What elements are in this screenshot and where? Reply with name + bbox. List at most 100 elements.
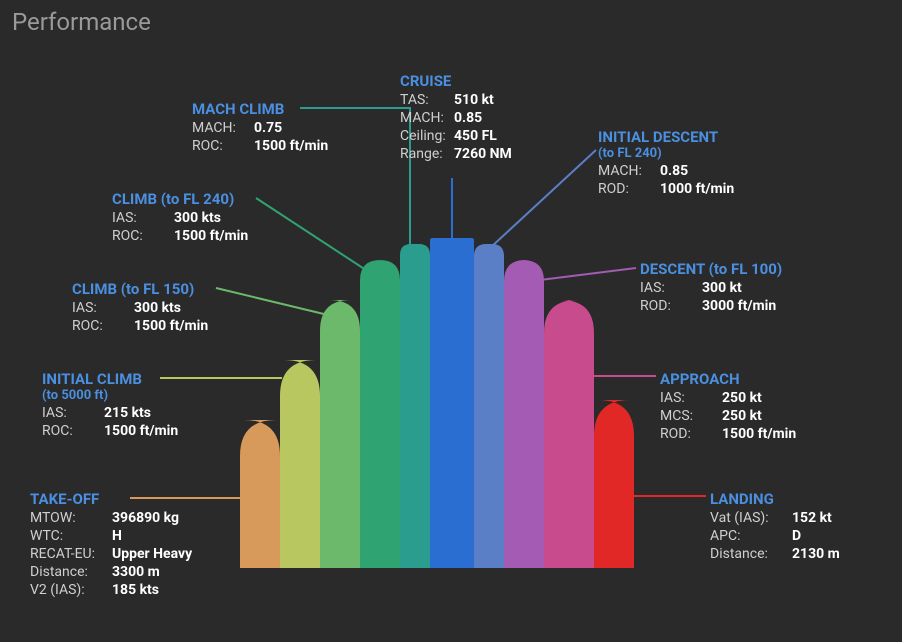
cruise-row: Ceiling:450 FL: [400, 128, 512, 144]
cruise-value: 450 FL: [454, 128, 497, 144]
approach-row: MCS:250 kt: [660, 408, 796, 424]
cruise-label: Range:: [400, 146, 454, 162]
approach-value: 1500 ft/min: [722, 426, 796, 442]
initial_descent-value: 1000 ft/min: [660, 181, 734, 197]
climb_240-row: IAS:300 kts: [112, 210, 248, 226]
initial_climb-title: INITIAL CLIMB: [42, 370, 178, 388]
takeoff-bar: [240, 420, 280, 568]
descent_100-title: DESCENT (to FL 100): [640, 260, 782, 278]
cruise-title: CRUISE: [400, 72, 512, 90]
climb_150-bar: [320, 300, 360, 568]
approach-row: ROD:1500 ft/min: [660, 426, 796, 442]
landing-value: 2130 m: [792, 546, 840, 562]
initial_descent-value: 0.85: [660, 163, 688, 179]
initial_climb-label: ROC:: [42, 423, 104, 439]
climb_150-leader: [216, 288, 328, 315]
landing-row: Vat (IAS):152 kt: [710, 510, 840, 526]
cruise-value: 7260 NM: [454, 146, 512, 162]
initial_descent-row: ROD:1000 ft/min: [598, 181, 734, 197]
takeoff-row: V2 (IAS):185 kts: [30, 582, 192, 598]
cruise-bar: [430, 238, 474, 568]
takeoff-value: H: [112, 528, 122, 544]
initial_descent-row: MACH:0.85: [598, 163, 734, 179]
climb_150-value: 1500 ft/min: [134, 318, 208, 334]
landing-title: LANDING: [710, 490, 840, 508]
descent_100-label: IAS:: [640, 280, 702, 296]
initial_climb-subtitle: (to 5000 ft): [42, 388, 178, 403]
descent_100-bar: [504, 260, 544, 568]
approach-value: 250 kt: [722, 408, 762, 424]
landing-value: 152 kt: [792, 510, 832, 526]
cruise-block: CRUISETAS:510 ktMACH:0.85Ceiling:450 FLR…: [400, 72, 512, 162]
initial_descent-leader: [490, 150, 596, 248]
initial_descent-subtitle: (to FL 240): [598, 146, 734, 161]
climb_240-leader: [256, 198, 372, 274]
initial_climb-row: IAS:215 kts: [42, 405, 178, 421]
initial_descent-title: INITIAL DESCENT: [598, 128, 734, 146]
climb_240-title: CLIMB (to FL 240): [112, 190, 248, 208]
initial_climb-value: 1500 ft/min: [104, 423, 178, 439]
landing-label: Distance:: [710, 546, 792, 562]
climb_240-label: IAS:: [112, 210, 174, 226]
takeoff-label: Distance:: [30, 564, 112, 580]
landing-label: APC:: [710, 528, 792, 544]
climb_150-block: CLIMB (to FL 150)IAS:300 ktsROC:1500 ft/…: [72, 280, 208, 334]
takeoff-value: 3300 m: [112, 564, 160, 580]
cruise-row: TAS:510 kt: [400, 92, 512, 108]
initial_climb-bar: [280, 360, 320, 568]
initial_descent-label: ROD:: [598, 181, 660, 197]
mach_climb-value: 1500 ft/min: [254, 138, 328, 154]
mach_climb-title: MACH CLIMB: [192, 100, 328, 118]
descent_100-label: ROD:: [640, 298, 702, 314]
cruise-value: 510 kt: [454, 92, 494, 108]
approach-bar: [544, 300, 594, 568]
initial_descent-bar: [474, 244, 504, 568]
approach-title: APPROACH: [660, 370, 796, 388]
takeoff-value: 185 kts: [112, 582, 159, 598]
descent_100-block: DESCENT (to FL 100) IAS:300 kt ROD:3000 ft…: [640, 260, 782, 314]
initial_climb-value: 215 kts: [104, 405, 151, 421]
mach_climb-label: ROC:: [192, 138, 254, 154]
climb_240-value: 300 kts: [174, 210, 221, 226]
approach-label: ROD:: [660, 426, 722, 442]
climb_240-block: CLIMB (to FL 240) IAS:300 kts ROC:1500 ft/…: [112, 190, 248, 244]
initial_descent-block: INITIAL DESCENT(to FL 240) MACH:0.85 ROD:1…: [598, 128, 734, 197]
cruise-label: MACH:: [400, 110, 454, 126]
climb_150-value: 300 kts: [134, 300, 181, 316]
initial_climb-label: IAS:: [42, 405, 104, 421]
takeoff-value: 396890 kg: [112, 510, 179, 526]
approach-value: 250 kt: [722, 390, 762, 406]
cruise-value: 0.85: [454, 110, 482, 126]
initial_climb-block: INITIAL CLIMB(to 5000 ft)IAS:215 ktsROC:…: [42, 370, 178, 439]
approach-label: MCS:: [660, 408, 722, 424]
approach-label: IAS:: [660, 390, 722, 406]
takeoff-value: Upper Heavy: [112, 546, 192, 562]
landing-block: LANDING Vat (IAS):152 kt APC:DDistance:213…: [710, 490, 840, 562]
descent_100-value: 300 kt: [702, 280, 742, 296]
climb_150-title: CLIMB (to FL 150): [72, 280, 208, 298]
climb_150-label: IAS:: [72, 300, 134, 316]
landing-value: D: [792, 528, 801, 544]
takeoff-label: RECAT-EU:: [30, 546, 112, 562]
mach_climb-row: MACH:0.75: [192, 120, 328, 136]
takeoff-row: MTOW:396890 kg: [30, 510, 192, 526]
descent_100-row: IAS:300 kt: [640, 280, 782, 296]
cruise-row: Range:7260 NM: [400, 146, 512, 162]
climb_150-label: ROC:: [72, 318, 134, 334]
takeoff-label: V2 (IAS):: [30, 582, 112, 598]
cruise-label: TAS:: [400, 92, 454, 108]
mach_climb-bar: [400, 244, 430, 568]
takeoff-row: Distance:3300 m: [30, 564, 192, 580]
climb_150-row: IAS:300 kts: [72, 300, 208, 316]
mach_climb-label: MACH:: [192, 120, 254, 136]
climb_240-row: ROC:1500 ft/min: [112, 228, 248, 244]
approach-block: APPROACHIAS:250 ktMCS:250 ktROD:1500 ft/…: [660, 370, 796, 442]
descent_100-row: ROD:3000 ft/min: [640, 298, 782, 314]
mach_climb-row: ROC:1500 ft/min: [192, 138, 328, 154]
takeoff-row: RECAT-EU:Upper Heavy: [30, 546, 192, 562]
descent_100-leader: [540, 268, 636, 280]
approach-row: IAS:250 kt: [660, 390, 796, 406]
takeoff-title: TAKE-OFF: [30, 490, 192, 508]
climb_150-row: ROC:1500 ft/min: [72, 318, 208, 334]
cruise-row: MACH:0.85: [400, 110, 512, 126]
